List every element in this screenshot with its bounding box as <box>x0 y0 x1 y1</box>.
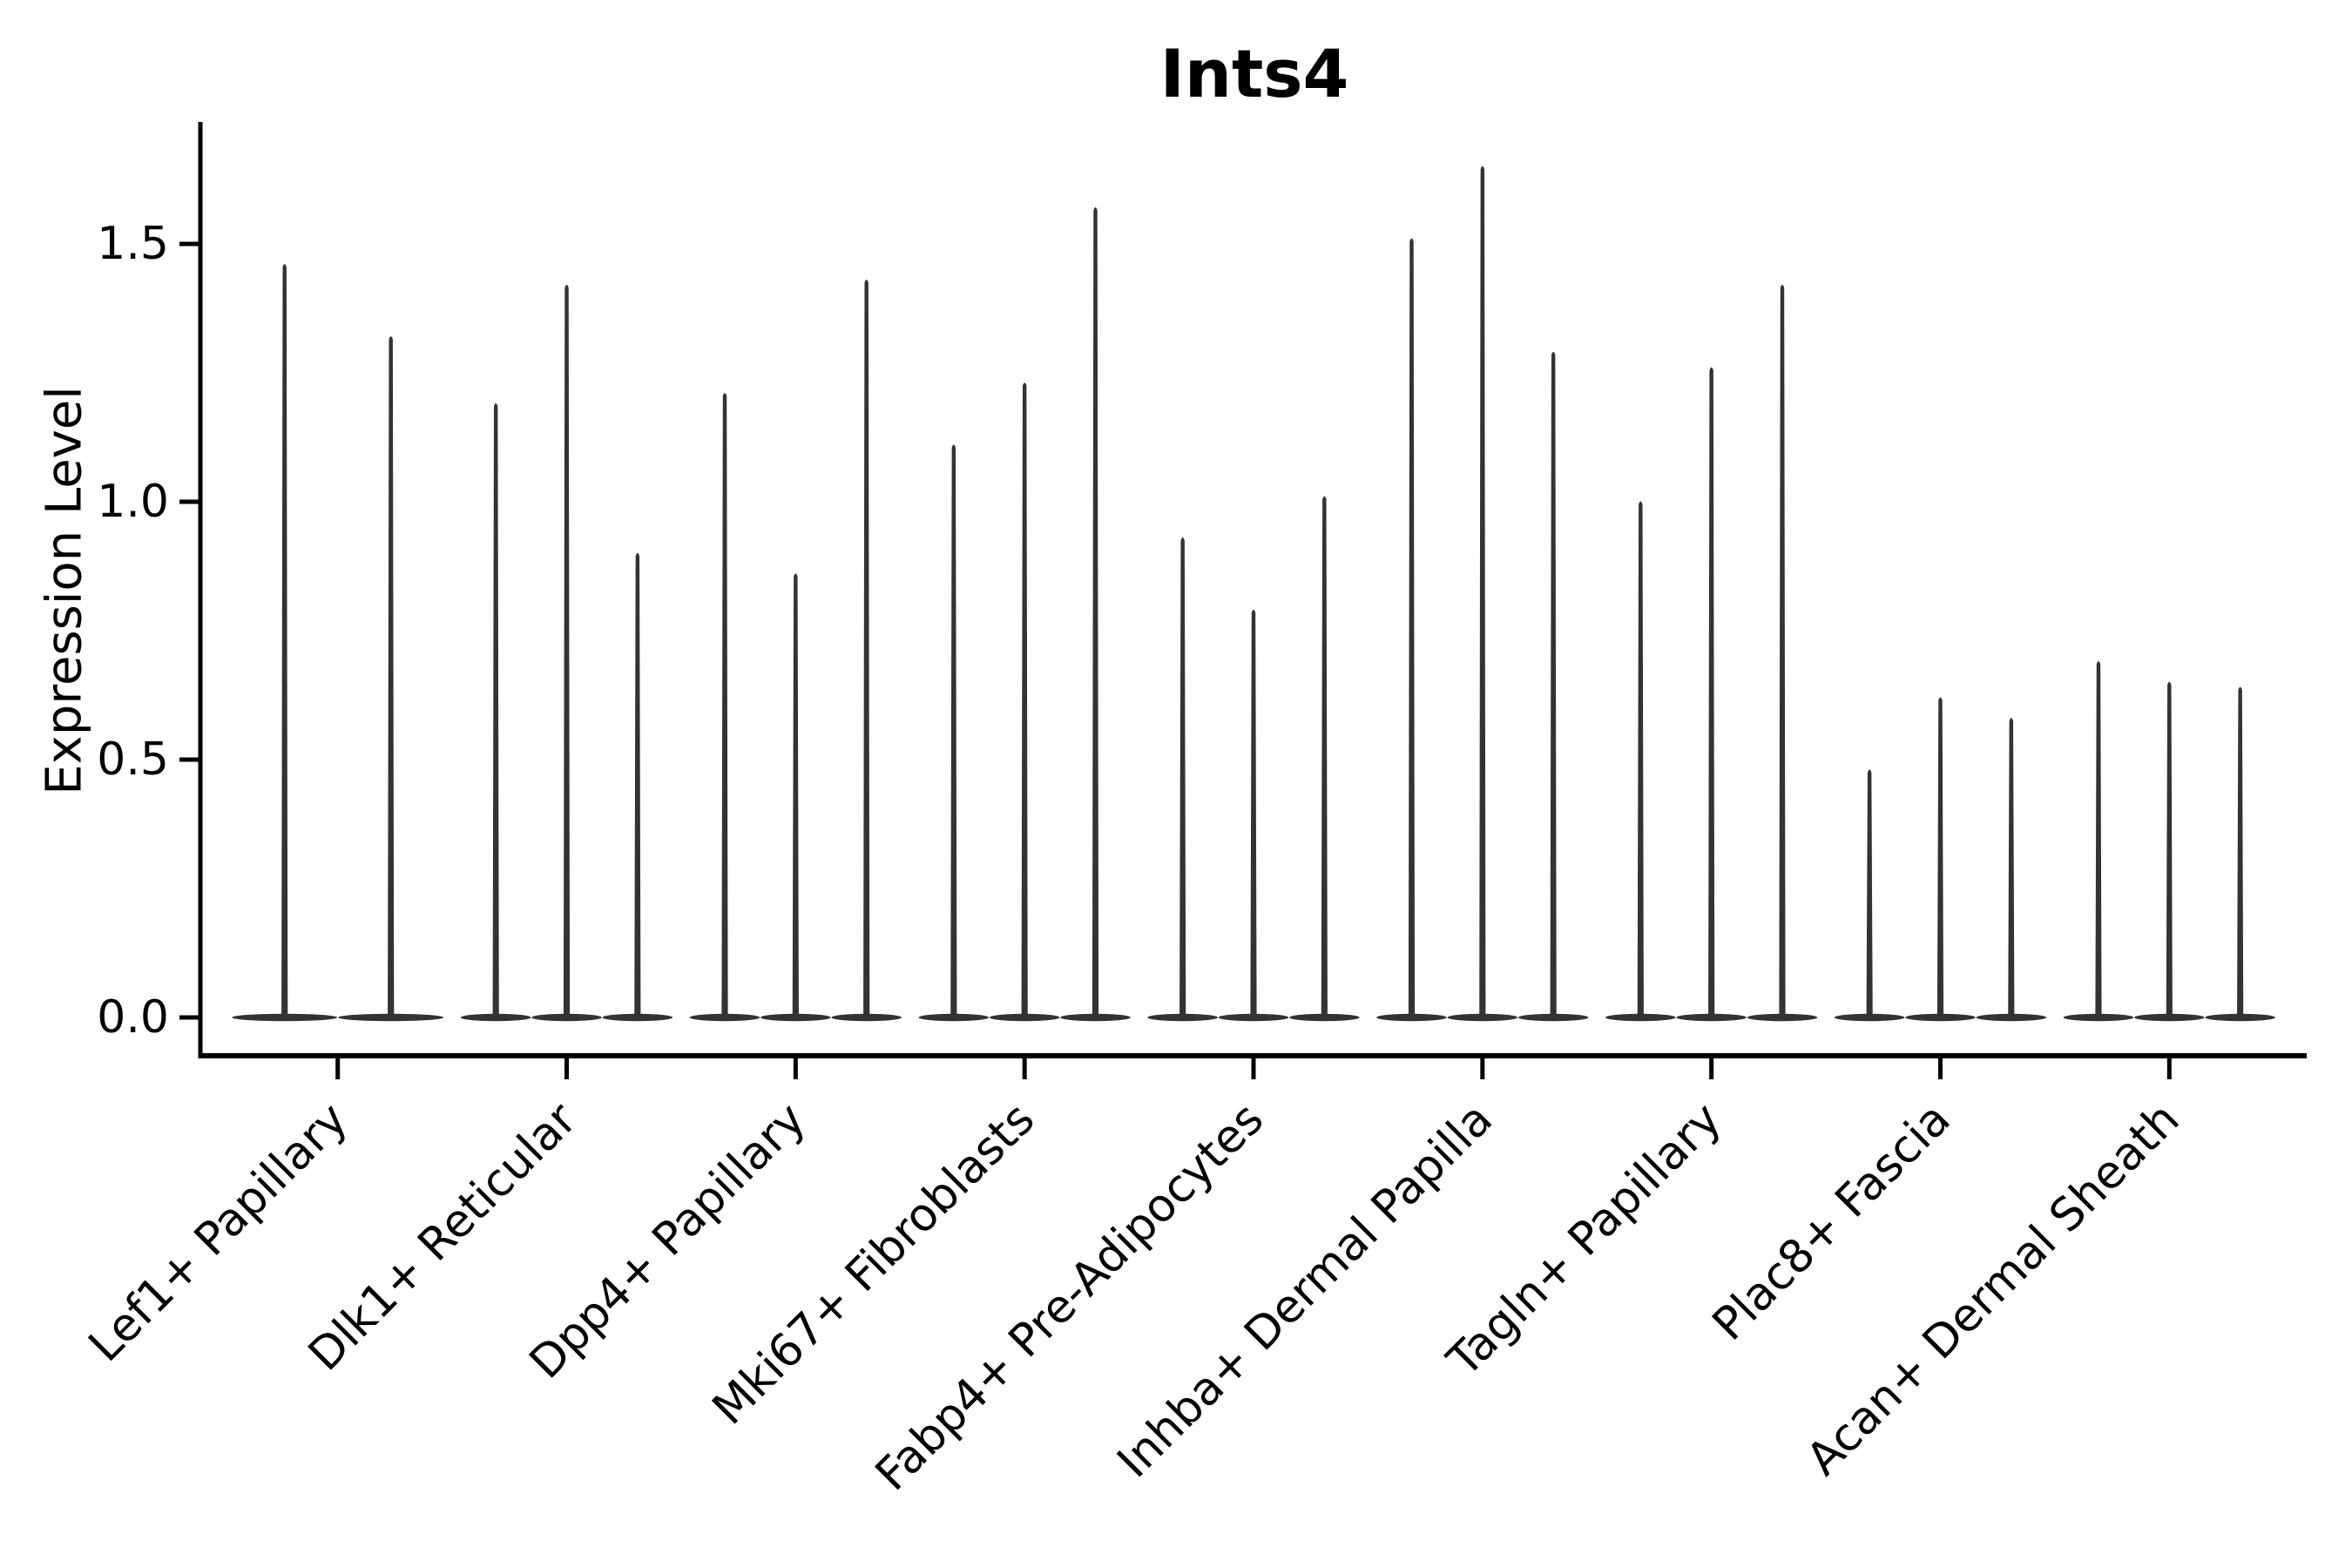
violin-base <box>1676 1013 1747 1022</box>
violin-spike <box>792 573 799 1017</box>
violin-base <box>1060 1013 1131 1022</box>
violin-base <box>989 1013 1060 1022</box>
violin-base <box>232 1013 338 1022</box>
violin-spike <box>721 393 728 1017</box>
violin-base <box>689 1013 760 1022</box>
violin-spike <box>1250 609 1257 1017</box>
y-tick-label: 0.5 <box>97 733 169 786</box>
violin-spike <box>1321 496 1328 1017</box>
y-tick-label: 1.5 <box>97 218 169 270</box>
violin-spike <box>1708 367 1715 1018</box>
violin-spike <box>2237 686 2244 1017</box>
violin-spike <box>1779 284 1786 1017</box>
x-tick-label: Fabp4+ Pre-Adipocytes <box>866 1093 1274 1501</box>
violin-spike <box>492 403 499 1017</box>
y-tick-label: 1.0 <box>97 476 169 528</box>
violin-spike <box>1408 238 1416 1018</box>
violin-spike <box>1021 382 1028 1018</box>
violin-spike <box>2008 718 2015 1017</box>
violin-spike <box>634 552 641 1017</box>
violin-base <box>1747 1013 1818 1022</box>
violin-spike <box>1936 697 1944 1017</box>
violin-base <box>2205 1013 2275 1022</box>
violin-spike <box>2095 661 2102 1017</box>
violin-base <box>1147 1013 1218 1022</box>
violin-base <box>531 1013 602 1022</box>
violin-base <box>1376 1013 1447 1022</box>
violin-base <box>1289 1013 1360 1022</box>
violin-base <box>460 1013 531 1022</box>
violin-base <box>1447 1013 1518 1022</box>
violin-base <box>918 1013 990 1022</box>
violin-spike <box>1637 501 1644 1017</box>
violin-spike <box>2166 681 2173 1017</box>
x-tick-label: Acan+ Dermal Sheath <box>1797 1093 2190 1486</box>
violin-base <box>1218 1013 1289 1022</box>
violin-base <box>831 1013 902 1022</box>
violin-spike <box>950 444 957 1017</box>
violin-spike <box>388 336 395 1017</box>
violin-spike <box>863 279 870 1017</box>
violin-base <box>760 1013 831 1022</box>
violin-base <box>1905 1013 1976 1022</box>
violin-base <box>2063 1013 2134 1022</box>
x-tick-label: Inhba+ Dermal Papilla <box>1108 1093 1503 1488</box>
violin-spike <box>1179 537 1186 1017</box>
x-tick-label: Plac8+ Fascia <box>1703 1093 1961 1351</box>
chart-title: Ints4 <box>1159 35 1349 112</box>
violin-base <box>1517 1013 1589 1022</box>
violin-base <box>602 1013 673 1022</box>
violin-base <box>1605 1013 1676 1022</box>
violin-spike <box>1866 769 1873 1017</box>
violin-base <box>2134 1013 2205 1022</box>
violin-base <box>1834 1013 1905 1022</box>
violin-base <box>1976 1013 2047 1022</box>
violin-spike <box>563 284 571 1017</box>
violin-spike <box>1092 207 1099 1017</box>
y-tick-label: 0.0 <box>97 991 169 1044</box>
violin-spike <box>1550 351 1557 1017</box>
violin-spike <box>281 264 288 1017</box>
violin-spike <box>1479 166 1486 1017</box>
violin-base <box>338 1013 444 1022</box>
